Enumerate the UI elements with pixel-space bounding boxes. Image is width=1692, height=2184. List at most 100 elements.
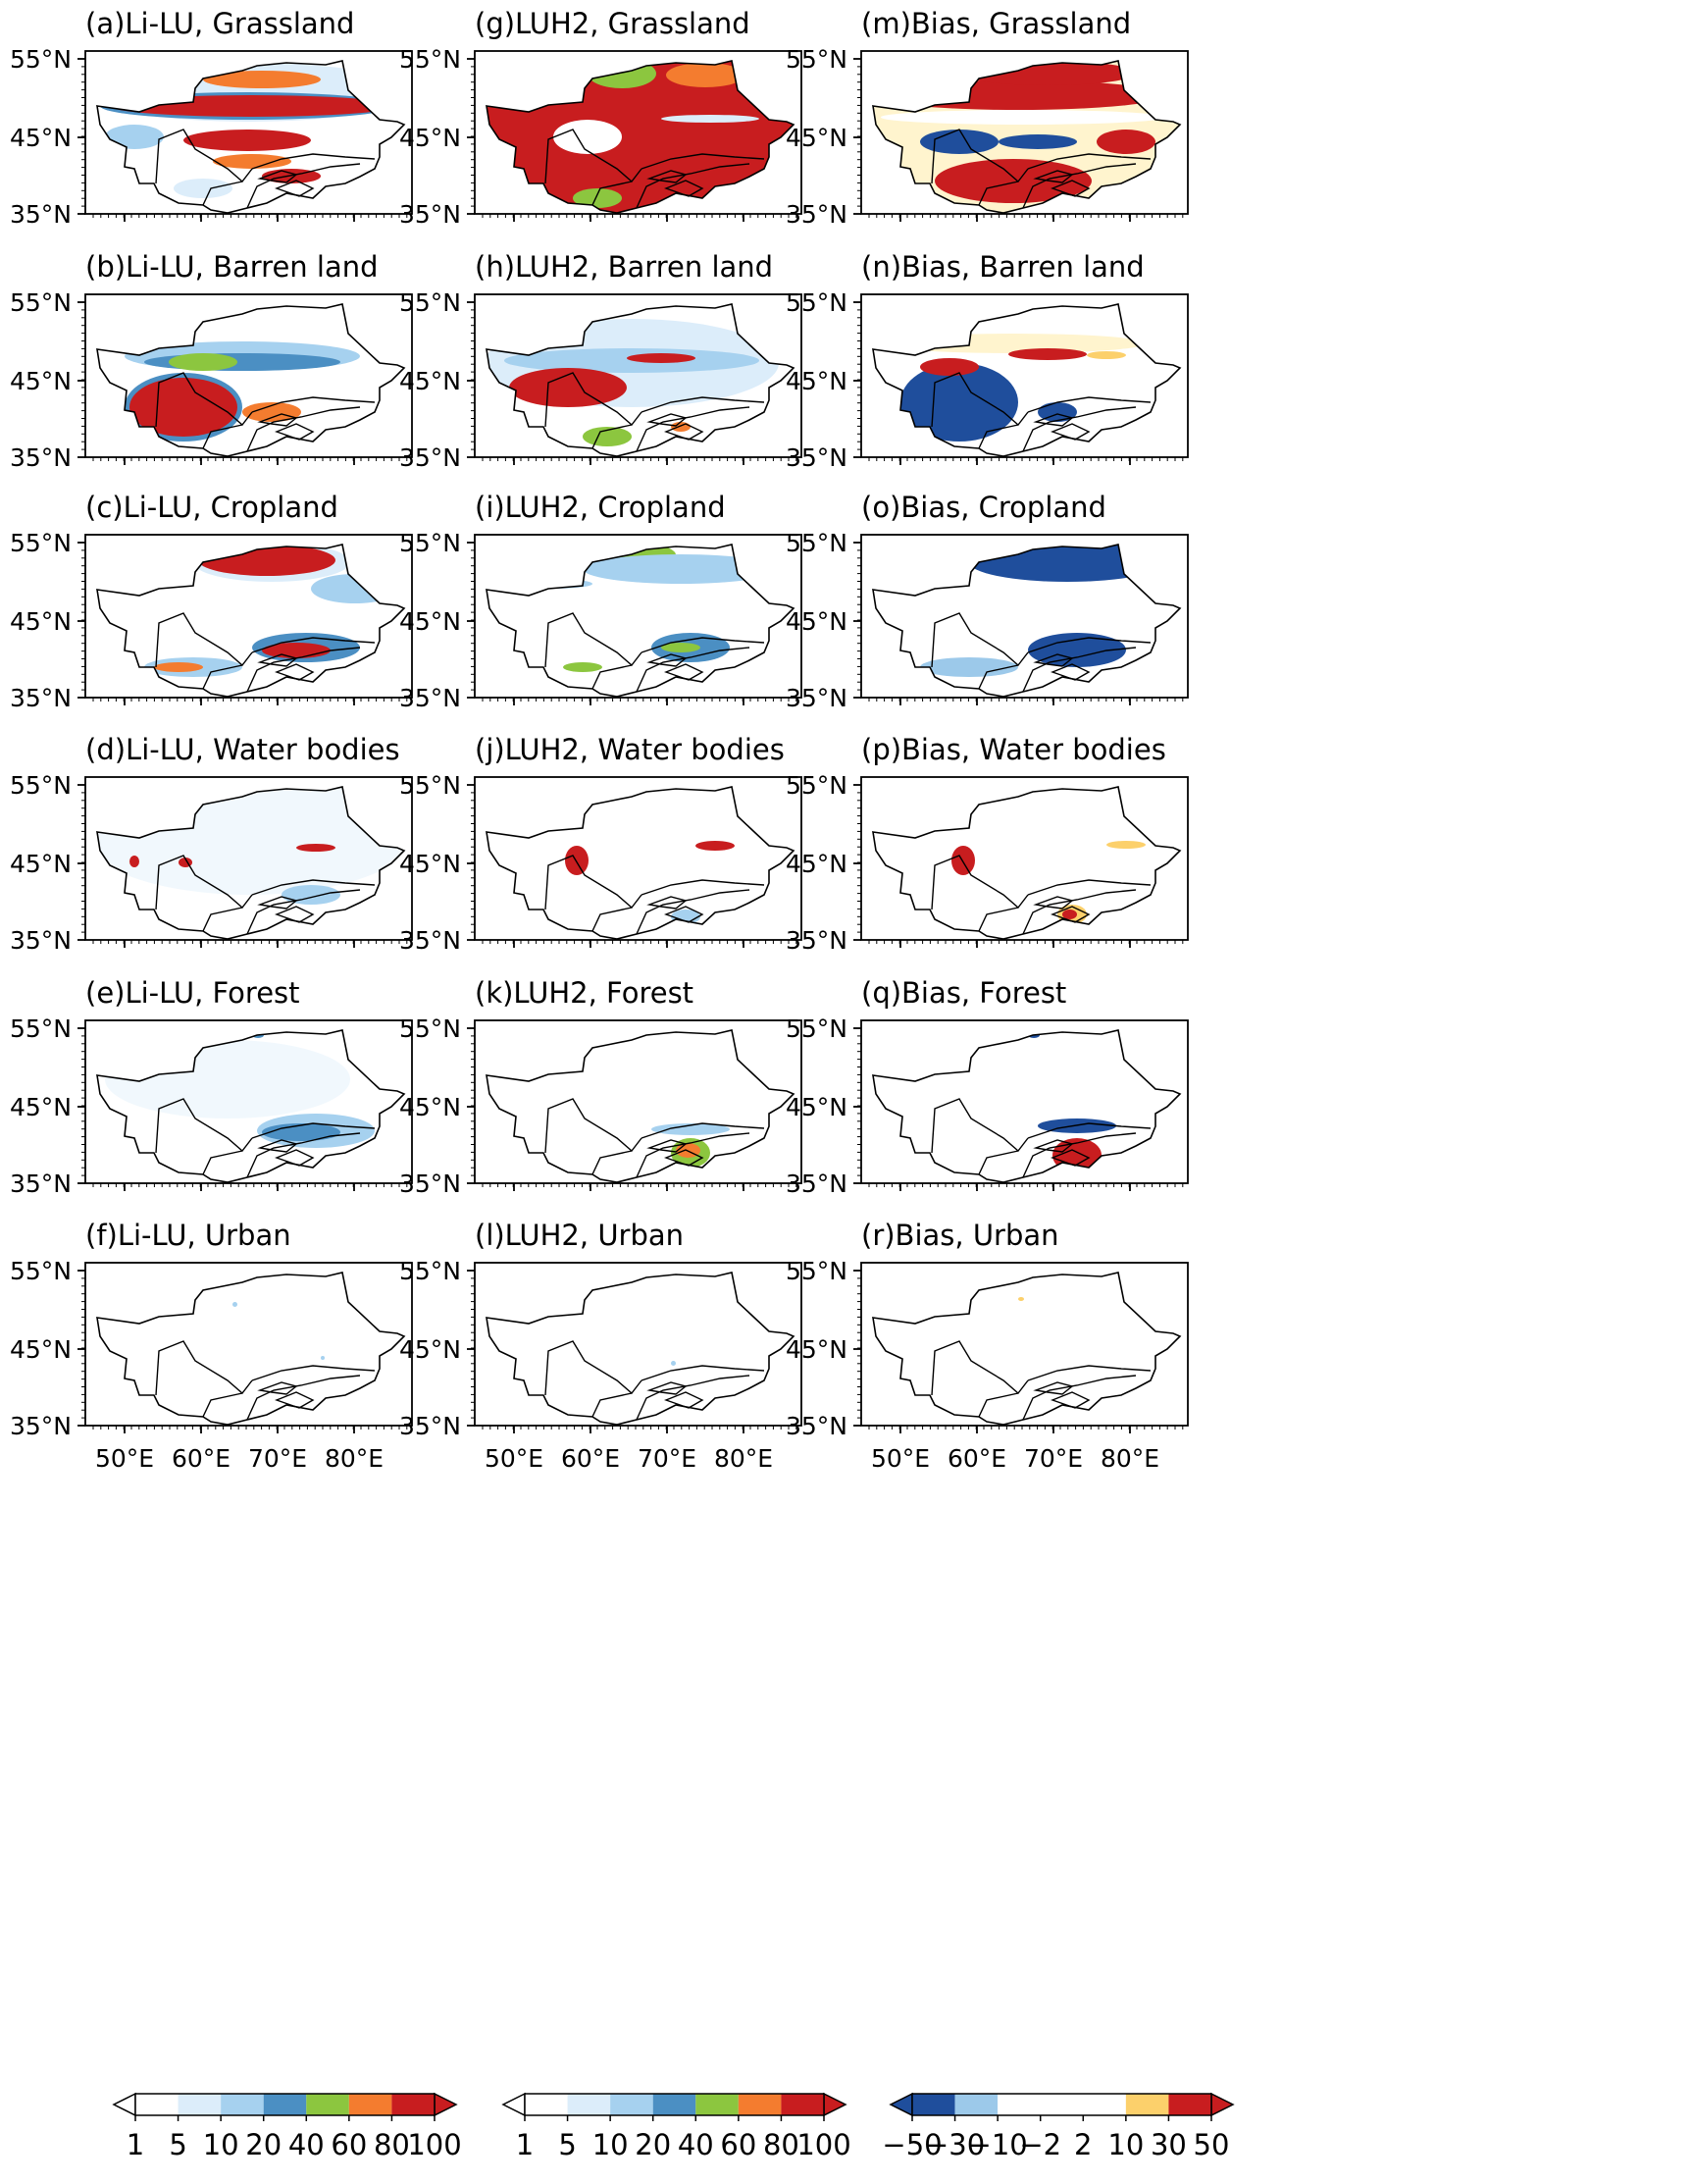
country-border [202, 424, 243, 449]
country-border [641, 396, 765, 413]
region-outline [486, 1029, 795, 1183]
region-outline [486, 786, 795, 940]
region-outline [872, 60, 1182, 214]
panel-title: (k)LUH2, Forest [475, 976, 693, 1010]
map-frame [84, 50, 413, 215]
country-border [646, 653, 688, 667]
country-border [646, 1139, 688, 1153]
latitude-tick-label: 55°N [10, 288, 72, 317]
latitude-tick-label: 45°N [786, 367, 847, 395]
latitude-tick-label: 55°N [786, 529, 847, 557]
latitude-tick-label: 45°N [10, 607, 72, 636]
colorbar-segment [781, 2094, 824, 2115]
region-outline [486, 1272, 795, 1426]
map-panel: (e)Li-LU, Forest 55°N 45°N 35°N [10, 976, 413, 1198]
map-frame [474, 534, 802, 699]
country-border [1022, 1132, 1137, 1178]
country-border [664, 1149, 704, 1167]
colorbar-tick-label: −50 [882, 2128, 942, 2161]
latitude-tick-label: 45°N [399, 124, 461, 152]
latitude-tick-label: 35°N [10, 200, 72, 229]
latitude-tick-label: 35°N [10, 1412, 72, 1440]
latitude-tick-label: 35°N [10, 684, 72, 712]
colorbar-tick-label: 10 [203, 2128, 239, 2161]
map-panel: (a)Li-LU, Grassland 55°N 45°N 35°N [10, 7, 413, 229]
colorbar-segment [1168, 2094, 1211, 2115]
country-border [257, 1139, 298, 1153]
colorbar-tick-label: 50 [1194, 2128, 1230, 2161]
country-border [641, 879, 765, 896]
latitude-tick-label: 55°N [10, 1014, 72, 1043]
latitude-tick-label: 45°N [399, 1335, 461, 1364]
country-border [257, 896, 298, 910]
colorbar-segment [652, 2094, 696, 2115]
panel-title: (f)Li-LU, Urban [85, 1219, 291, 1252]
region-outline [872, 544, 1182, 698]
colorbar-tick-label: 10 [592, 2128, 629, 2161]
country-border [275, 423, 315, 441]
country-border [978, 181, 1019, 206]
map-panel: (p)Bias, Water bodies 55°N 45°N 35°N [786, 733, 1189, 955]
longitude-tick-label: 50°E [871, 1444, 930, 1473]
country-border [1027, 153, 1152, 170]
region-outline [96, 786, 406, 940]
region-outline [486, 60, 795, 214]
colorbar-segment [567, 2094, 611, 2115]
colorbar-low-arrow [112, 2092, 136, 2117]
country-border [978, 907, 1019, 932]
colorbar-tick-label: 20 [245, 2128, 282, 2161]
country-border [246, 163, 361, 209]
colorbar-segment [178, 2094, 222, 2115]
colorbar-segment [263, 2094, 307, 2115]
panel-title: (e)Li-LU, Forest [85, 976, 300, 1010]
country-border [251, 1365, 376, 1381]
panel-title: (n)Bias, Barren land [861, 250, 1145, 284]
region-outline [96, 1272, 406, 1426]
country-border [1051, 663, 1091, 681]
colorbar-tick-label: 1 [127, 2128, 144, 2161]
country-border [641, 637, 765, 653]
map-frame [84, 293, 413, 458]
latitude-tick-label: 55°N [786, 771, 847, 800]
latitude-tick-label: 45°N [399, 1093, 461, 1121]
panel-title: (l)LUH2, Urban [475, 1219, 684, 1252]
country-border [978, 1150, 1019, 1175]
latitude-tick-label: 35°N [10, 443, 72, 472]
map-frame [474, 1262, 802, 1427]
map-panel: (o)Bias, Cropland 55°N 45°N 35°N [786, 491, 1189, 712]
country-border [246, 647, 361, 693]
map-panel: (m)Bias, Grassland 55°N 45°N 35°N [786, 7, 1189, 229]
colorbar-tick-label: −10 [968, 2128, 1028, 2161]
map-panel: (i)LUH2, Cropland 55°N 45°N 35°N [399, 491, 802, 712]
panel-title: (o)Bias, Cropland [861, 491, 1106, 524]
latitude-tick-label: 35°N [786, 1170, 847, 1198]
panel-title: (i)LUH2, Cropland [475, 491, 726, 524]
colorbar-tick-label: 100 [407, 2128, 461, 2161]
region-outline [96, 60, 406, 214]
colorbar-tick-label: −30 [925, 2128, 985, 2161]
latitude-tick-label: 35°N [399, 200, 461, 229]
country-border [1027, 1365, 1152, 1381]
colorbar-tick-label: 40 [678, 2128, 714, 2161]
country-border [246, 406, 361, 452]
country-border [202, 1392, 243, 1418]
colorbar-tick-label: −2 [1019, 2128, 1061, 2161]
colorbar-segment [695, 2094, 739, 2115]
longitude-tick-label: 70°E [248, 1444, 307, 1473]
map-panel: (b)Li-LU, Barren land 55°N 45°N 35°N [10, 250, 413, 472]
map-frame [860, 1019, 1189, 1184]
map-frame [84, 1262, 413, 1427]
colorbar-segment [954, 2094, 999, 2115]
latitude-tick-label: 55°N [399, 45, 461, 74]
colorbar-segment [610, 2094, 653, 2115]
region-outline [872, 1272, 1182, 1426]
colorbar-high-arrow [1210, 2092, 1235, 2117]
map-panel: (f)Li-LU, Urban 55°N 45°N 35°N 50°E 60°E 70°E 8… [10, 1219, 413, 1473]
country-border [646, 1381, 688, 1395]
latitude-tick-label: 35°N [399, 684, 461, 712]
country-border [1027, 879, 1152, 896]
latitude-tick-label: 55°N [10, 529, 72, 557]
longitude-tick-label: 60°E [172, 1444, 231, 1473]
latitude-tick-label: 35°N [786, 684, 847, 712]
country-border [641, 1122, 765, 1139]
